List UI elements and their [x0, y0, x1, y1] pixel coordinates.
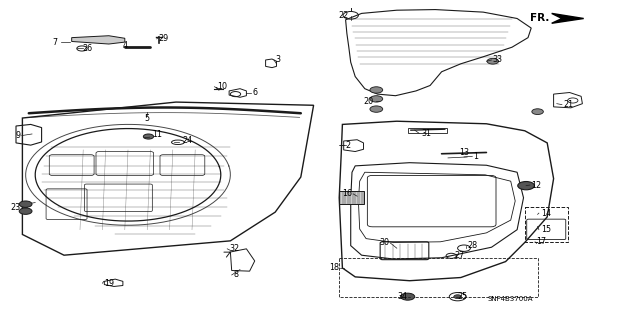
- Text: 16: 16: [342, 189, 352, 198]
- Circle shape: [532, 109, 543, 115]
- Text: 15: 15: [541, 225, 551, 234]
- Text: 11: 11: [152, 130, 163, 139]
- Text: 30: 30: [379, 238, 389, 247]
- Circle shape: [143, 134, 154, 139]
- Text: 1: 1: [474, 152, 479, 161]
- Text: 14: 14: [541, 209, 551, 218]
- Text: 21: 21: [563, 100, 573, 109]
- Text: 2: 2: [346, 141, 351, 150]
- Circle shape: [454, 295, 461, 299]
- Text: 12: 12: [531, 181, 541, 189]
- Text: 22: 22: [339, 11, 349, 20]
- Text: 20: 20: [364, 97, 374, 106]
- Text: 26: 26: [82, 44, 92, 53]
- Text: 13: 13: [460, 148, 470, 157]
- Text: FR.: FR.: [530, 12, 549, 23]
- Text: 3: 3: [275, 55, 280, 63]
- Text: 34: 34: [397, 292, 407, 300]
- Text: 9: 9: [15, 131, 20, 140]
- Text: 8: 8: [234, 271, 239, 279]
- Circle shape: [401, 293, 415, 300]
- Text: 27: 27: [454, 251, 465, 260]
- FancyBboxPatch shape: [339, 191, 364, 204]
- Text: 6: 6: [253, 88, 258, 97]
- Text: SNF4B3700A: SNF4B3700A: [488, 296, 533, 302]
- Bar: [339, 258, 538, 297]
- Text: 29: 29: [159, 34, 169, 43]
- Text: 32: 32: [229, 244, 239, 253]
- Circle shape: [19, 201, 32, 207]
- Polygon shape: [72, 36, 125, 44]
- Circle shape: [487, 58, 499, 64]
- Text: 17: 17: [536, 237, 547, 246]
- Text: 33: 33: [493, 56, 503, 64]
- Text: 25: 25: [458, 292, 468, 300]
- Text: 24: 24: [182, 136, 193, 145]
- Text: 7: 7: [52, 38, 58, 47]
- Polygon shape: [552, 13, 584, 23]
- Circle shape: [19, 208, 32, 214]
- Text: 4: 4: [123, 41, 128, 50]
- Text: 28: 28: [467, 241, 477, 250]
- Text: 23: 23: [10, 203, 20, 212]
- Text: 10: 10: [218, 82, 228, 91]
- Text: 18: 18: [329, 263, 339, 272]
- Text: 19: 19: [104, 279, 115, 288]
- Circle shape: [370, 87, 383, 93]
- Text: 5: 5: [145, 114, 150, 122]
- Circle shape: [370, 106, 383, 112]
- Text: 31: 31: [421, 129, 431, 138]
- Circle shape: [370, 96, 383, 102]
- Circle shape: [518, 182, 534, 190]
